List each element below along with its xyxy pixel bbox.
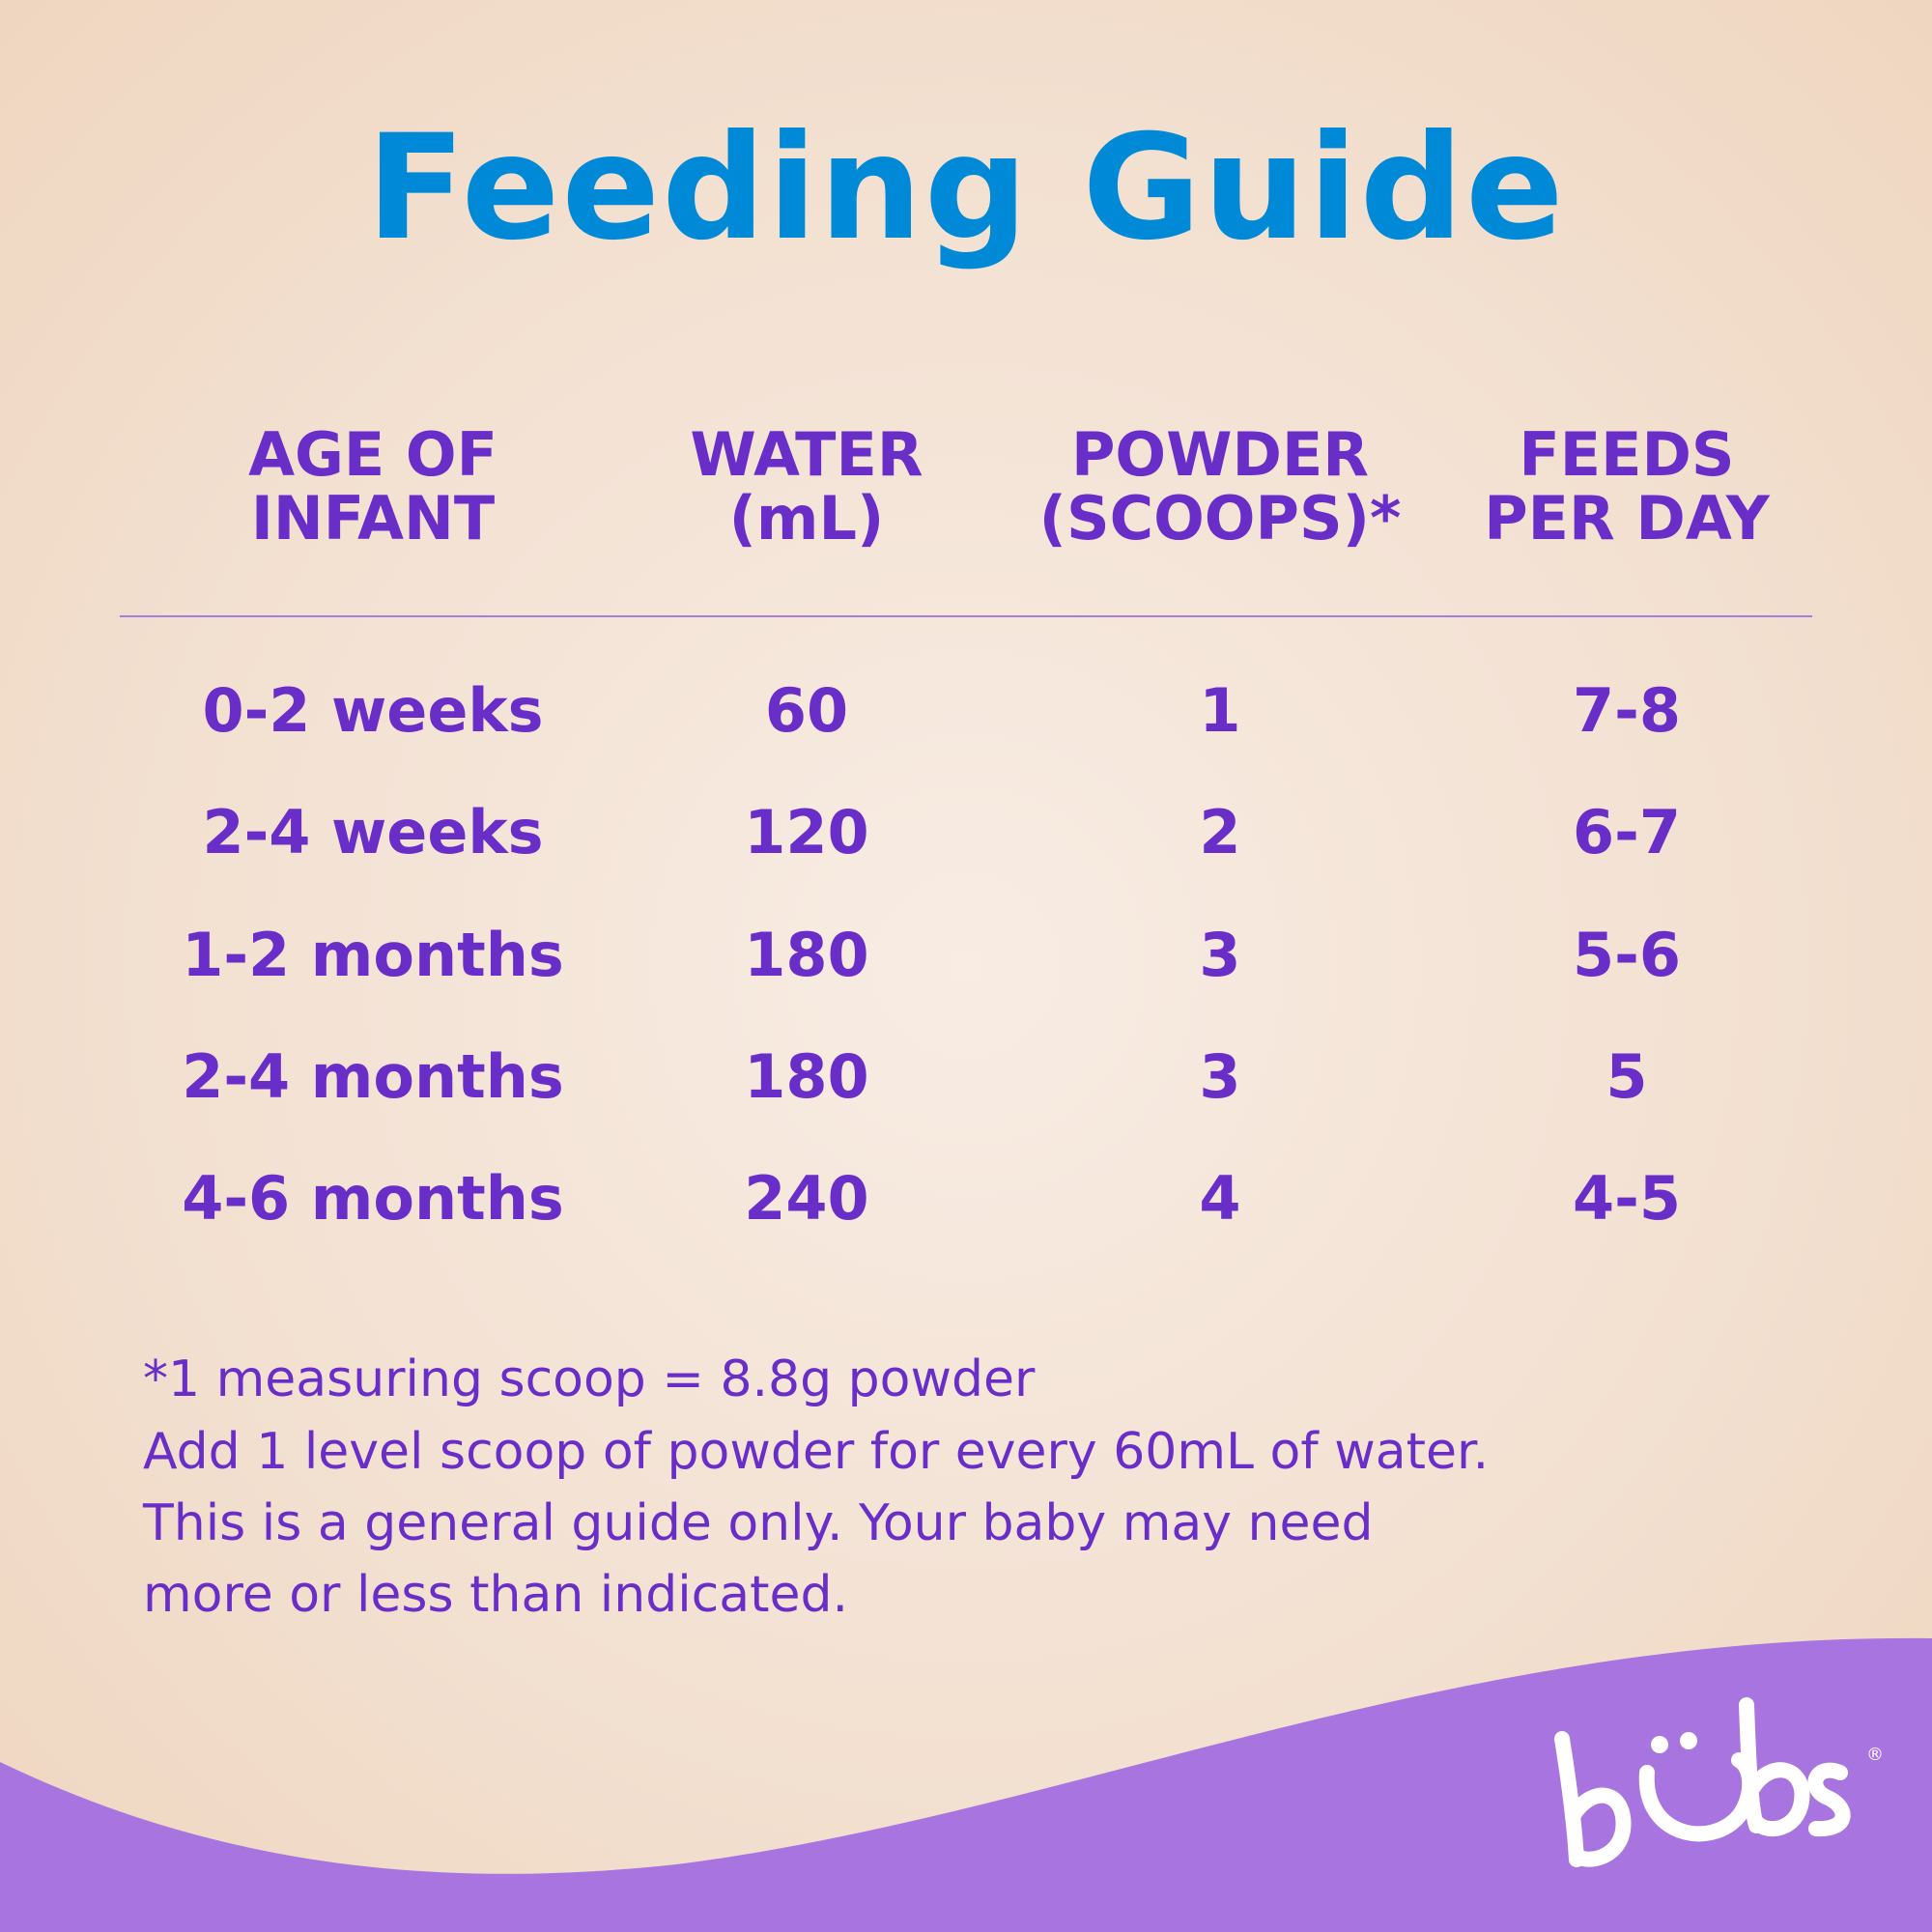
footnote-line: more or less than indicated. [143,1566,849,1624]
table-cell: 2 [1199,797,1241,867]
table-cell: 7-8 [1572,675,1681,746]
table-cell: 3 [1199,920,1241,990]
table-cell: 6-7 [1572,797,1681,867]
header-age: AGE OF INFANT [248,419,497,554]
table-cell: 4-6 months [182,1163,564,1234]
table-cell: 3 [1199,1041,1241,1112]
table-cell: 240 [744,1163,869,1234]
table-cell: 4 [1199,1163,1241,1234]
header-feeds: FEEDS PER DAY [1484,419,1770,554]
logo-dot-icon [1651,1736,1668,1753]
table-cell: 60 [764,675,849,746]
table-cell: 4-5 [1572,1163,1681,1234]
footnote-line: This is a general guide only. Your baby … [143,1494,1374,1552]
logo-dot-icon [1680,1732,1697,1749]
registered-mark: ® [1866,1745,1884,1765]
header-divider [120,615,1812,617]
table-cell: 2-4 weeks [202,797,544,867]
table-cell: 2-4 months [182,1041,564,1112]
footnote-line: Add 1 level scoop of powder for every 60… [143,1423,1490,1481]
table-cell: 120 [744,797,869,867]
table-cell: 180 [744,920,869,990]
table-cell: 5-6 [1572,920,1681,990]
bubs-logo [1554,1697,1851,1867]
table-cell: 5 [1605,1041,1648,1112]
table-cell: 0-2 weeks [202,675,544,746]
table-cell: 180 [744,1041,869,1112]
header-water: WATER (mL) [690,419,923,554]
table-cell: 1 [1199,675,1241,746]
footnote-line: *1 measuring scoop = 8.8g powder [143,1350,1036,1408]
page-title: Feeding Guide [366,104,1566,272]
header-powder: POWDER (SCOOPS)* [1038,419,1402,554]
table-cell: 1-2 months [182,920,564,990]
